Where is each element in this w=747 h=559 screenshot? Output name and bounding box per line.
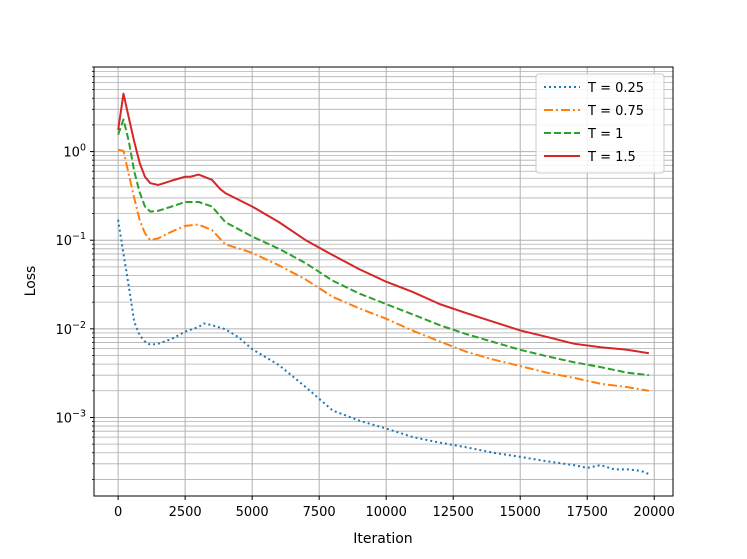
- x-tick-label: 12500: [433, 505, 474, 520]
- x-tick-label: 10000: [366, 505, 407, 520]
- y-axis-label: Loss: [23, 266, 39, 297]
- y-tick-label-base: 10: [55, 411, 72, 426]
- series-line-t-0-75: [117, 148, 650, 392]
- legend-label: T = 1: [587, 127, 623, 142]
- legend-label: T = 0.75: [587, 104, 644, 119]
- x-tick-label: 5000: [236, 505, 269, 520]
- x-tick-label: 20000: [634, 505, 675, 520]
- x-tick-label: 7500: [303, 505, 336, 520]
- x-axis-label: Iteration: [353, 531, 412, 547]
- y-tick-label-base: 10: [55, 323, 72, 338]
- y-tick-label-exponent: 0: [80, 143, 86, 154]
- y-tick-label-exponent: −1: [72, 231, 86, 242]
- series-line-t-1-5: [117, 92, 650, 355]
- y-tick-label-base: 10: [63, 146, 80, 161]
- y-tick-label: 10−1: [55, 231, 86, 249]
- y-tick-label: 10−3: [55, 408, 86, 426]
- series-lines: [117, 92, 650, 475]
- y-tick-label-exponent: −3: [72, 408, 86, 419]
- plot-frame: [93, 66, 674, 497]
- series-line-t-1: [117, 118, 649, 377]
- legend: T = 0.25 T = 0.75 T = 1 T = 1.5: [535, 73, 665, 174]
- legend-box: [535, 73, 665, 174]
- axis-ticks: 0 2500 5000 7500 10000 12500 15000 17500 20000 10…: [55, 66, 675, 520]
- y-tick-label: 100: [63, 143, 86, 161]
- x-tick-label: 2500: [169, 505, 202, 520]
- y-tick-label-base: 10: [55, 234, 72, 249]
- legend-label: T = 1.5: [587, 150, 636, 165]
- y-tick-label: 10−2: [55, 320, 86, 338]
- x-tick-label: 15000: [500, 505, 541, 520]
- legend-label: T = 0.25: [587, 81, 644, 96]
- x-tick-label: 17500: [567, 505, 608, 520]
- y-tick-label-exponent: −2: [72, 320, 86, 331]
- x-tick-label: 0: [114, 505, 122, 520]
